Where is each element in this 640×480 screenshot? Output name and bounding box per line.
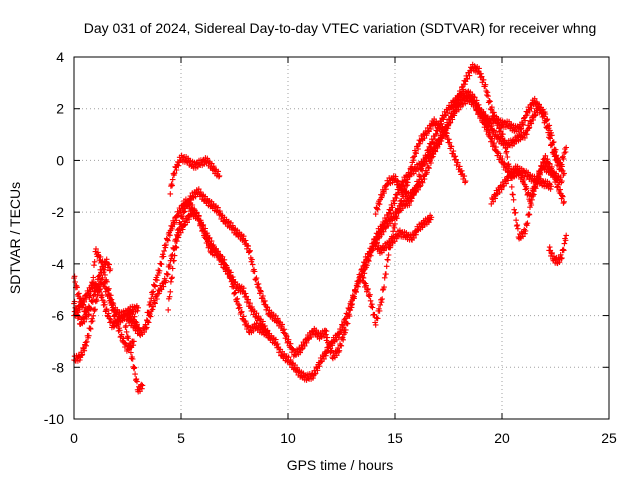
x-tick-label: 25 — [601, 430, 617, 446]
series-5 — [122, 323, 146, 395]
series-6 — [124, 186, 330, 359]
axis-ticks: 0 5 10 15 20 25 -10 -8 -6 -4 -2 0 2 4 — [44, 49, 617, 446]
x-tick-label: 15 — [387, 430, 403, 446]
x-axis-label: GPS time / hours — [287, 457, 394, 473]
y-tick-label: 4 — [56, 49, 64, 65]
plus-markers — [122, 323, 146, 395]
y-tick-label: 2 — [56, 101, 64, 117]
series-14 — [473, 95, 569, 173]
y-tick-label: -8 — [52, 359, 65, 375]
chart-title: Day 031 of 2024, Sidereal Day-to-day VTE… — [84, 20, 597, 36]
x-tick-label: 0 — [70, 430, 78, 446]
series-15 — [488, 160, 565, 207]
plus-markers — [165, 207, 272, 339]
plus-markers — [124, 186, 330, 359]
series-12 — [372, 61, 567, 242]
plus-markers — [372, 61, 567, 242]
plus-markers — [370, 212, 435, 256]
series-13 — [370, 212, 435, 256]
y-tick-label: -2 — [52, 204, 65, 220]
series-16 — [546, 232, 569, 267]
x-tick-label: 10 — [280, 430, 296, 446]
y-tick-label: -6 — [52, 308, 65, 324]
plus-markers — [488, 160, 565, 207]
series-8 — [165, 207, 272, 339]
y-tick-label: -10 — [44, 411, 64, 427]
plot-frame — [73, 56, 610, 420]
x-tick-label: 20 — [494, 430, 510, 446]
y-axis-label: SDTVAR / TECUs — [7, 182, 23, 294]
x-tick-label: 5 — [177, 430, 185, 446]
plus-markers — [473, 95, 569, 173]
plus-markers — [546, 232, 569, 267]
data-marks — [71, 61, 569, 395]
plus-markers — [167, 152, 223, 197]
y-tick-label: -4 — [52, 256, 65, 272]
y-tick-label: 0 — [56, 152, 64, 168]
series-9 — [167, 152, 223, 197]
